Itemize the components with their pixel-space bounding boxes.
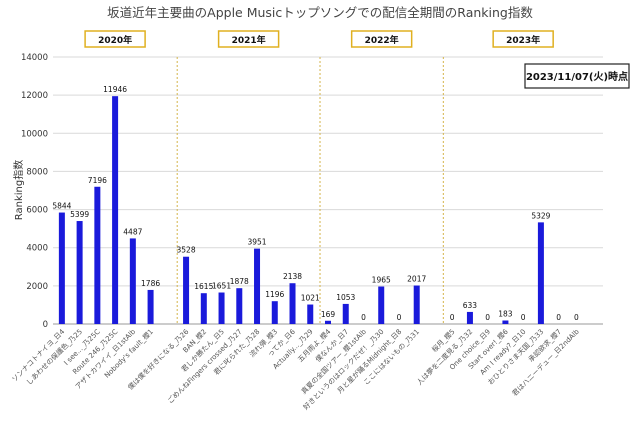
- date-note-box: 2023/11/07(火)時点: [524, 63, 630, 89]
- year-separators: [176, 57, 444, 324]
- y-tick-label: 6000: [26, 206, 48, 216]
- data-label: 2017: [407, 275, 426, 284]
- data-label: 1196: [265, 290, 284, 299]
- y-axis-ticks: 0 2000 4000 6000 8000 10000 12000 14000: [21, 53, 48, 330]
- bar: [537, 222, 544, 324]
- bar: [94, 186, 101, 324]
- chart-title: 坂道近年主要曲のApple Musicトップソングでの配信全期間のRanking…: [107, 5, 533, 20]
- data-label: 7196: [88, 176, 107, 185]
- data-label: 0: [485, 313, 490, 322]
- y-tick-label: 14000: [21, 53, 48, 63]
- data-label: 1786: [141, 279, 160, 288]
- data-label: 2138: [283, 272, 302, 281]
- bar: [254, 248, 261, 324]
- year-labels: 2020年 2021年 2022年 2023年: [84, 30, 554, 48]
- bars: [58, 96, 544, 324]
- gridlines: [53, 56, 603, 325]
- data-label: 1651: [212, 282, 231, 291]
- bar: [200, 293, 207, 324]
- data-label: 169: [321, 310, 336, 319]
- year-label: 2021年: [232, 34, 266, 46]
- year-box: 2023年: [492, 30, 554, 48]
- data-label: 0: [397, 313, 402, 322]
- y-tick-label: 8000: [26, 167, 48, 177]
- y-tick-label: 2000: [26, 282, 48, 292]
- category-label: 僕は僕を好きになる_乃26: [126, 327, 191, 392]
- data-label: 5329: [531, 211, 550, 220]
- year-box: 2020年: [84, 30, 146, 48]
- bar: [183, 256, 190, 324]
- data-label: 4487: [123, 227, 142, 236]
- data-label: 11946: [103, 85, 127, 94]
- bar: [378, 286, 385, 324]
- year-label: 2023年: [506, 34, 540, 46]
- data-label: 1021: [301, 294, 320, 303]
- bar: [289, 283, 296, 324]
- data-label: 3951: [247, 238, 266, 247]
- bar: [236, 288, 243, 324]
- bar: [307, 304, 314, 324]
- bar: [342, 303, 349, 324]
- date-note: 2023/11/07(火)時点: [526, 70, 628, 83]
- y-tick-label: 10000: [21, 129, 48, 139]
- bar: [218, 292, 225, 324]
- year-box: 2021年: [217, 30, 280, 48]
- data-label: 1878: [230, 277, 249, 286]
- year-label: 2020年: [98, 34, 132, 46]
- bar: [466, 311, 473, 324]
- bar: [502, 320, 509, 324]
- data-label: 3528: [177, 246, 196, 255]
- data-label: 0: [361, 313, 366, 322]
- data-label: 1053: [336, 293, 355, 302]
- data-label: 0: [556, 313, 561, 322]
- data-label: 183: [498, 310, 513, 319]
- bar: [147, 289, 154, 324]
- data-label: 5844: [52, 202, 71, 211]
- year-label: 2022年: [365, 34, 399, 46]
- data-label: 1615: [194, 282, 213, 291]
- data-label: 0: [574, 313, 579, 322]
- data-label: 633: [463, 301, 478, 310]
- bar: [76, 221, 83, 324]
- y-tick-label: 0: [43, 320, 48, 330]
- bar: [271, 301, 278, 324]
- bar: [325, 320, 331, 324]
- bar: [112, 96, 119, 324]
- bar: [129, 238, 136, 324]
- y-tick-label: 4000: [26, 244, 48, 254]
- y-tick-label: 12000: [21, 91, 48, 101]
- year-box: 2022年: [350, 30, 413, 48]
- data-label: 5399: [70, 210, 89, 219]
- y-axis-label: Ranking指数: [12, 160, 25, 220]
- bar: [58, 212, 65, 324]
- bar: [413, 285, 420, 324]
- data-label: 0: [521, 313, 526, 322]
- data-label: 0: [450, 313, 455, 322]
- data-label: 1965: [372, 276, 391, 285]
